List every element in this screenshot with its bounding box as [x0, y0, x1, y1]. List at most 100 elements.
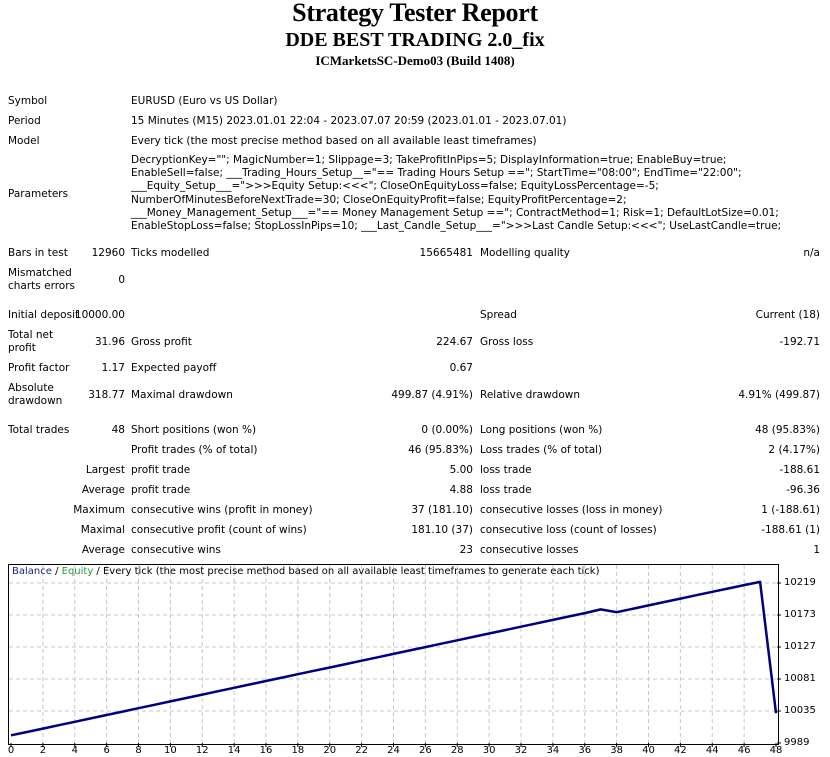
profit-trades-value: 46 (95.83%) [408, 444, 473, 456]
x-axis-label: 22 [355, 745, 368, 756]
symbol-label: Symbol [8, 95, 48, 107]
legend-equity: Equity [61, 566, 94, 577]
bars-value: 12960 [91, 247, 125, 259]
mismatch-value: 0 [118, 274, 125, 286]
average2-label: Average [81, 544, 125, 556]
net-profit-value: 31.96 [94, 336, 125, 348]
profit-factor-label: Profit factor [8, 362, 70, 374]
x-axis-label: 48 [769, 745, 783, 756]
largest-profit-label: profit trade [131, 464, 191, 476]
maximum-label: Maximum [73, 504, 125, 516]
loss-trades-value: 2 (4.17%) [768, 444, 820, 456]
ticks-label: Ticks modelled [131, 247, 210, 259]
avg-consecutive-wins-value: 23 [459, 544, 473, 556]
legend-balance: Balance [12, 566, 52, 577]
report-title: Strategy Tester Report [292, 0, 538, 27]
period-label: Period [8, 115, 41, 127]
maximal-consecutive-profit-value: 181.10 (37) [411, 524, 473, 536]
avg-consecutive-losses-label: consecutive losses [480, 544, 579, 556]
y-axis-label: 10081 [784, 673, 816, 684]
x-axis-label: 28 [450, 745, 464, 756]
average-label: Average [81, 484, 125, 496]
x-axis-label: 34 [546, 745, 560, 756]
x-axis-label: 8 [135, 745, 142, 756]
x-axis-label: 14 [227, 745, 241, 756]
x-axis-label: 46 [737, 745, 751, 756]
rel-drawdown-label: Relative drawdown [480, 389, 581, 401]
quality-value: n/a [803, 247, 820, 259]
symbol-value: EURUSD (Euro vs US Dollar) [131, 95, 278, 107]
avg-consecutive-wins-label: consecutive wins [131, 544, 221, 556]
avg-consecutive-losses-value: 1 [813, 544, 820, 556]
rel-drawdown-value: 4.91% (499.87) [738, 389, 820, 401]
max-consecutive-losses-label: consecutive losses (loss in money) [480, 504, 663, 516]
average-profit-label: profit trade [131, 484, 191, 496]
x-axis-label: 42 [674, 745, 687, 756]
x-axis-label: 20 [323, 745, 337, 756]
x-axis-label: 6 [103, 745, 110, 756]
deposit-value: 10000.00 [74, 309, 125, 321]
legend-description: / Every tick (the most precise method ba… [93, 566, 600, 577]
gross-loss-label: Gross loss [480, 336, 534, 348]
expected-payoff-label: Expected payoff [131, 362, 217, 374]
net-profit-label-2: profit [8, 342, 36, 354]
short-positions-value: 0 (0.00%) [421, 424, 473, 436]
short-positions-label: Short positions (won %) [131, 424, 257, 436]
expert-name: DDE BEST TRADING 2.0_fix [285, 29, 545, 51]
mismatch-label-2: charts errors [8, 280, 75, 292]
average-profit-value: 4.88 [449, 484, 473, 496]
x-axis-label: 4 [71, 745, 78, 756]
max-consecutive-wins-label: consecutive wins (profit in money) [131, 504, 313, 516]
mismatch-label-1: Mismatched [8, 267, 72, 279]
largest-profit-value: 5.00 [449, 464, 473, 476]
model-value: Every tick (the most precise method base… [131, 135, 537, 147]
x-axis-label: 44 [705, 745, 719, 756]
server-name: ICMarketsSC-Demo03 (Build 1408) [315, 53, 515, 68]
deposit-label: Initial deposit [8, 309, 80, 321]
chart-legend: Balance / Equity / Every tick (the most … [12, 566, 600, 577]
y-axis-label: 10219 [784, 577, 816, 588]
y-axis-label: 10035 [784, 705, 816, 716]
profit-trades-label: Profit trades (% of total) [131, 444, 258, 456]
x-axis-label: 2 [39, 745, 47, 756]
largest-label: Largest [85, 464, 125, 476]
largest-loss-value: -188.61 [779, 464, 820, 476]
loss-trades-label: Loss trades (% of total) [480, 444, 603, 456]
x-axis-label: 16 [259, 745, 273, 756]
balance-line [10, 580, 778, 737]
parameters-label: Parameters [8, 188, 69, 200]
y-axis-label: 10173 [784, 609, 816, 620]
gross-profit-value: 224.67 [436, 336, 473, 348]
spread-label: Spread [480, 309, 517, 321]
total-trades-value: 48 [111, 424, 125, 436]
x-axis-label: 38 [610, 745, 623, 756]
quality-label: Modelling quality [480, 247, 570, 259]
x-axis-label: 10 [164, 745, 177, 756]
gross-profit-label: Gross profit [131, 336, 192, 348]
maximal-consecutive-profit-label: consecutive profit (count of wins) [131, 524, 307, 536]
maximal-label: Maximal [80, 524, 125, 536]
abs-drawdown-value: 318.77 [88, 389, 125, 401]
profit-factor-value: 1.17 [101, 362, 125, 374]
x-axis-label: 32 [514, 745, 528, 756]
maximal-consecutive-loss-value: -188.61 (1) [761, 524, 820, 536]
max-drawdown-label: Maximal drawdown [131, 389, 233, 401]
long-positions-label: Long positions (won %) [480, 424, 603, 436]
x-axis-label: 36 [578, 745, 592, 756]
total-trades-label: Total trades [8, 424, 70, 436]
maximal-consecutive-loss-label: consecutive loss (count of losses) [480, 524, 657, 536]
x-axis-label: 26 [419, 745, 432, 756]
max-consecutive-losses-value: 1 (-188.61) [761, 504, 820, 516]
spread-value: Current (18) [755, 309, 820, 321]
average-loss-label: loss trade [480, 484, 532, 496]
parameters-value: DecryptionKey=""; MagicNumber=1; Slippag… [131, 154, 782, 233]
x-axis-label: 0 [7, 745, 15, 756]
y-axis-label: 10127 [784, 641, 816, 652]
period-value: 15 Minutes (M15) 2023.01.01 22:04 - 2023… [131, 115, 567, 127]
net-profit-label-1: Total net [8, 329, 54, 341]
ticks-value: 15665481 [419, 247, 473, 259]
x-axis-label: 12 [195, 745, 209, 756]
expected-payoff-value: 0.67 [449, 362, 473, 374]
max-drawdown-value: 499.87 (4.91%) [391, 389, 473, 401]
model-label: Model [8, 135, 40, 147]
